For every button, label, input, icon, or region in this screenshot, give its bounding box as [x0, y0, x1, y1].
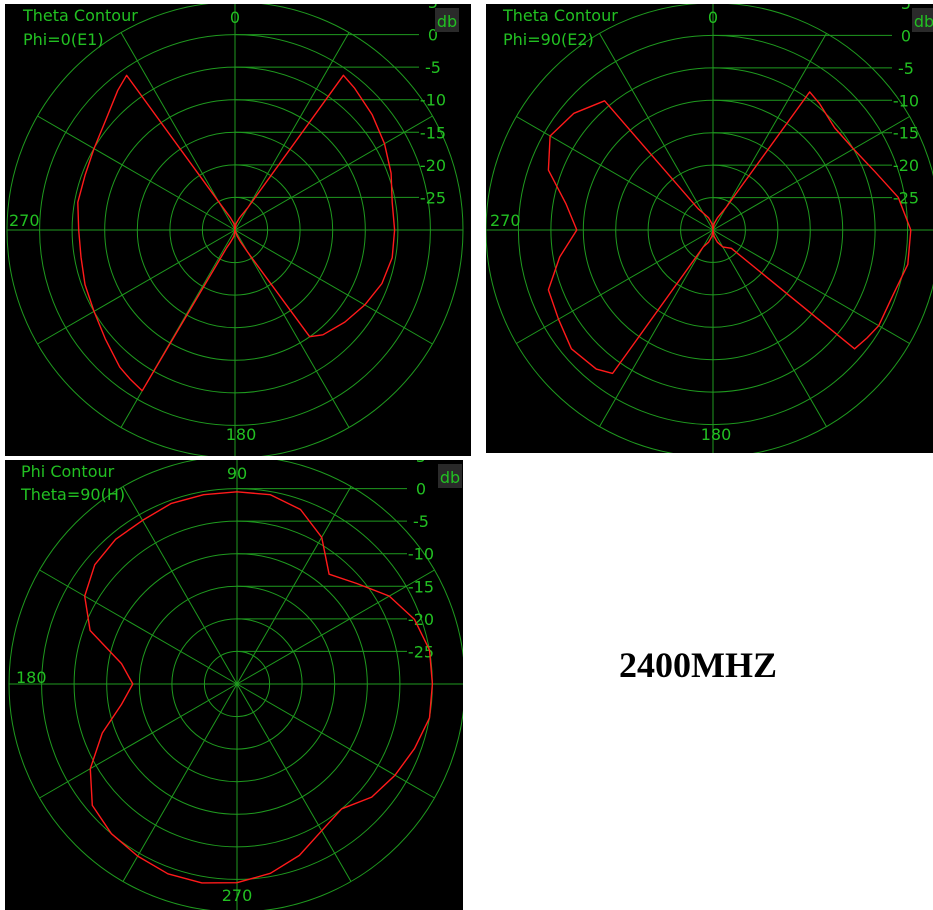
angle-label-top: 0: [708, 8, 718, 27]
pattern-trace: [83, 491, 434, 884]
angle-label-bottom: 180: [226, 425, 257, 444]
polar-plot-e1: 5 0 -5 -10 -15 -20 -25 db Theta Contour Phi=0(E1)…: [6, 4, 464, 456]
radial-tick-label: 0: [901, 26, 911, 45]
angle-label-left: 270: [490, 211, 521, 230]
radial-tick-label: -15: [893, 124, 919, 143]
grid-spoke: [599, 229, 714, 427]
grid-spoke: [516, 116, 714, 231]
grid-spoke: [712, 116, 910, 231]
radial-tick-label: -5: [898, 59, 914, 78]
radial-tick-label: 5: [416, 460, 426, 466]
polar-chart-e2: 5 0 -5 -10 -15 -20 -25 db Theta Contour Phi=90(E2…: [486, 4, 933, 453]
radial-tick-label: -5: [425, 58, 441, 77]
chart-title: Theta Contour: [22, 6, 138, 25]
angle-label-top: 90: [227, 464, 247, 483]
radial-tick-label: -15: [420, 123, 446, 142]
grid-spoke: [236, 683, 435, 799]
chart-subtitle: Phi=90(E2): [503, 30, 594, 49]
radial-tick-label: -10: [893, 91, 919, 110]
radial-tick-label: -10: [408, 545, 434, 564]
grid-spoke: [236, 486, 352, 685]
radial-tick-label: 5: [428, 4, 438, 12]
grid-spoke: [712, 229, 910, 344]
grid-spoke: [37, 115, 236, 231]
grid-spoke: [37, 229, 236, 345]
frequency-label: 2400MHZ: [619, 645, 777, 685]
radial-tick-label: -5: [413, 512, 429, 531]
grid-spoke: [516, 229, 714, 344]
radial-tick-label: -20: [420, 156, 446, 175]
grid-spoke: [39, 683, 238, 799]
db-unit-label: db: [437, 12, 457, 31]
grid-spoke: [122, 683, 238, 882]
radial-tick-label: 0: [416, 480, 426, 499]
grid-spoke: [234, 32, 350, 231]
angle-label-top: 0: [230, 8, 240, 27]
db-unit-label: db: [440, 468, 460, 487]
grid-spoke: [120, 229, 236, 428]
grid-spoke: [599, 33, 714, 231]
radial-tick-label: -25: [420, 188, 446, 207]
grid-spoke: [234, 229, 433, 345]
grid-spoke: [712, 229, 827, 427]
radial-tick-label: -20: [408, 610, 434, 629]
radial-tick-label: -15: [408, 577, 434, 596]
angle-label-left: 180: [16, 668, 47, 687]
chart-subtitle: Phi=0(E1): [23, 30, 104, 49]
grid-spoke: [236, 569, 435, 685]
db-unit-box: [435, 8, 459, 32]
pattern-trace: [547, 91, 912, 375]
chart-title: Phi Contour: [21, 462, 115, 481]
chart-title: Theta Contour: [502, 6, 618, 25]
radial-tick-label: 0: [428, 26, 438, 45]
radial-tick-label: 5: [901, 4, 911, 13]
db-unit-box: [912, 8, 933, 32]
grid-spoke: [234, 229, 350, 428]
grid-spoke: [122, 486, 238, 685]
grid-spoke: [39, 569, 238, 685]
grid-spoke: [712, 33, 827, 231]
radial-tick-label: -10: [420, 91, 446, 110]
radial-tick-label: -25: [893, 189, 919, 208]
chart-subtitle: Theta=90(H): [20, 485, 125, 504]
angle-label-bottom: 180: [701, 425, 732, 444]
angle-label-bottom: 270: [222, 886, 253, 905]
polar-plot-e2: 5 0 -5 -10 -15 -20 -25 db Theta Contour Phi=90(E2…: [486, 4, 933, 453]
grid-spoke: [236, 683, 352, 882]
grid-spoke: [234, 115, 433, 231]
radial-tick-label: -20: [893, 156, 919, 175]
db-unit-label: db: [914, 12, 933, 31]
pattern-trace: [77, 74, 396, 392]
polar-chart-e1: 5 0 -5 -10 -15 -20 -25 db Theta Contour Phi=0(E1)…: [5, 4, 471, 456]
db-unit-box: [438, 464, 462, 488]
angle-label-left: 270: [9, 211, 40, 230]
